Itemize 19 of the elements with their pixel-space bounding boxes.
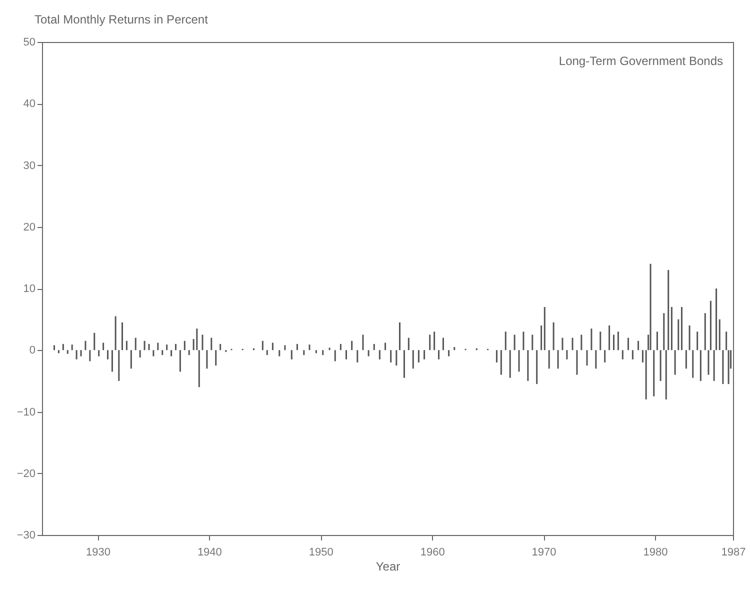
x-tick-label: 1950	[308, 546, 334, 558]
x-axis-title: Year	[376, 560, 400, 574]
x-tick-label: 1987	[721, 546, 746, 558]
y-tick-label: −10	[16, 406, 36, 418]
y-tick-label: 20	[23, 221, 36, 234]
x-tick-label: 1970	[532, 546, 556, 558]
x-tick-label: 1940	[197, 546, 222, 558]
x-tick-label: 1930	[86, 546, 110, 558]
annotation: Long-Term Government Bonds	[558, 54, 723, 68]
y-tick-label: 40	[23, 98, 36, 110]
x-tick-label: 1980	[643, 546, 668, 558]
y-axis-title: Total Monthly Returns in Percent	[34, 12, 209, 26]
y-tick-label: 30	[23, 160, 36, 172]
y-tick-label: 50	[23, 36, 36, 48]
y-tick-label: 0	[29, 344, 36, 357]
y-tick-label: 10	[23, 283, 36, 295]
y-tick-label: −30	[16, 530, 36, 542]
y-tick-label: −20	[16, 468, 36, 480]
x-tick-label: 1960	[420, 546, 445, 558]
